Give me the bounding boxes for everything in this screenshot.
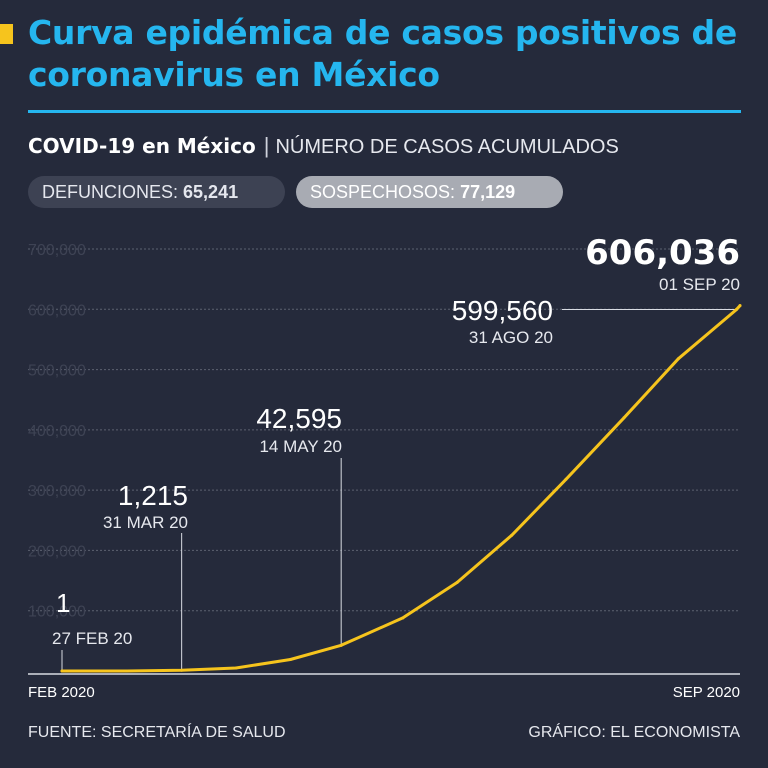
annotation-value: 599,560 — [452, 295, 553, 326]
annotation-value: 1,215 — [118, 480, 188, 511]
y-tick-label: 700,000 — [28, 242, 86, 259]
subtitle-separator: | — [263, 133, 270, 158]
annotation-value: 1 — [56, 588, 70, 618]
credit-note: GRÁFICO: EL ECONOMISTA — [528, 724, 740, 741]
annotation-value: 42,595 — [256, 403, 342, 434]
annotation-date: 27 FEB 20 — [52, 629, 132, 648]
data-point — [288, 658, 292, 662]
annotation-date: 31 AGO 20 — [469, 328, 553, 347]
deaths-badge: DEFUNCIONES: 65,241 — [28, 176, 285, 208]
data-point — [510, 533, 514, 537]
title-divider — [28, 110, 741, 113]
suspected-badge: SOSPECHOSOS: 77,129 — [296, 176, 563, 208]
subtitle-description: NÚMERO DE CASOS ACUMULADOS — [275, 136, 619, 158]
deaths-value: 65,241 — [183, 182, 239, 202]
data-point — [564, 477, 568, 481]
chart-subtitle: COVID-19 en México | NÚMERO DE CASOS ACUMU… — [28, 132, 748, 161]
deaths-label: DEFUNCIONES: — [42, 182, 179, 202]
source-note: FUENTE: SECRETARÍA DE SALUD — [28, 724, 286, 741]
annotation-date: 01 SEP 20 — [659, 275, 740, 294]
subtitle-topic: COVID-19 en México — [28, 134, 256, 158]
page-title: Curva epidémica de casos positivos de co… — [28, 13, 737, 94]
y-tick-label: 300,000 — [28, 483, 86, 500]
data-point — [339, 643, 343, 647]
data-point — [676, 357, 680, 361]
annotation-date: 31 MAR 20 — [103, 513, 188, 532]
x-tick-label: FEB 2020 — [28, 684, 95, 701]
y-tick-label: 200,000 — [28, 543, 86, 560]
title-accent-bar — [0, 24, 13, 44]
data-point — [180, 668, 184, 672]
annotation-value: 606,036 — [585, 233, 740, 273]
x-tick-label: SEP 2020 — [673, 684, 740, 701]
data-point — [401, 616, 405, 620]
annotation-date: 14 MAY 20 — [259, 437, 342, 456]
y-tick-label: 400,000 — [28, 423, 86, 440]
data-point — [122, 669, 126, 673]
y-tick-label: 100,000 — [28, 604, 86, 621]
y-tick-label: 600,000 — [28, 302, 86, 319]
data-point — [738, 304, 742, 308]
cases-series-line — [60, 304, 742, 673]
data-point — [622, 416, 626, 420]
data-point — [455, 580, 459, 584]
data-point — [60, 669, 64, 673]
data-point — [234, 666, 238, 670]
data-point — [734, 308, 738, 312]
suspected-value: 77,129 — [460, 182, 516, 202]
y-tick-label: 500,000 — [28, 363, 86, 380]
suspected-label: SOSPECHOSOS: — [310, 182, 456, 202]
